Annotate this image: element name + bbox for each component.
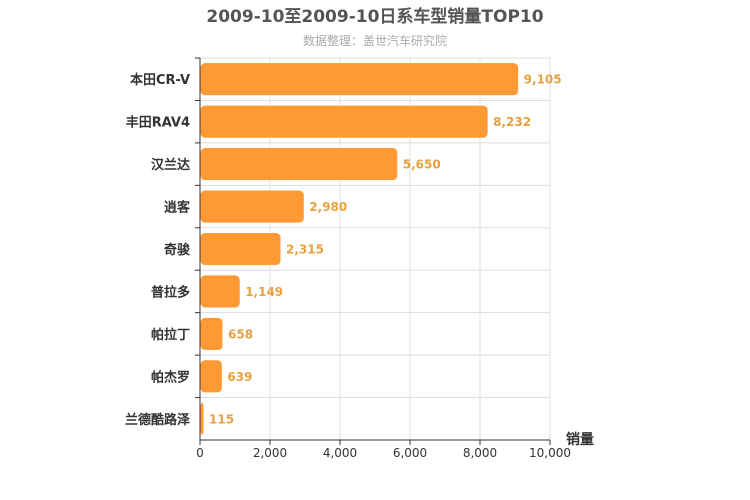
- category-label: 帕杰罗: [151, 369, 190, 385]
- value-label: 2,315: [286, 243, 324, 257]
- value-label: 639: [227, 370, 252, 384]
- x-tick-label: 2,000: [253, 446, 287, 460]
- grid: [200, 57, 551, 441]
- value-label: 9,105: [524, 73, 562, 87]
- category-label: 帕拉丁: [151, 327, 190, 343]
- category-label: 汉兰达: [151, 157, 190, 173]
- bar: [199, 316, 224, 351]
- x-tick-label: 0: [196, 446, 204, 460]
- bar: [199, 147, 399, 182]
- chart-title: 2009-10至2009-10日系车型销量TOP10: [206, 6, 543, 27]
- value-label: 5,650: [403, 158, 441, 172]
- bar: [199, 231, 282, 267]
- category-label: 本田CR-V: [130, 72, 190, 88]
- value-label: 8,232: [493, 115, 531, 129]
- chart-subtitle: 数据整理：盖世汽车研究院: [303, 33, 447, 48]
- value-labels: 9,105 8,232 5,650 2,980 2,315 1,149 658 639 115: [209, 73, 562, 427]
- bar: [199, 359, 223, 394]
- bar: [199, 62, 520, 97]
- bar: [199, 401, 205, 436]
- x-axis-title: 销量: [566, 431, 594, 448]
- bar: [199, 104, 489, 139]
- x-tick-labels: 0 2,000 4,000 6,000 8,000 10,000: [196, 446, 571, 460]
- x-tick-label: 4,000: [323, 446, 357, 460]
- category-label: 普拉多: [151, 284, 190, 300]
- category-label: 逍客: [164, 200, 191, 216]
- value-label: 2,980: [309, 200, 347, 214]
- value-label: 1,149: [245, 285, 283, 299]
- x-tick-label: 6,000: [393, 446, 427, 460]
- x-tick-label: 10,000: [529, 446, 571, 460]
- bar: [199, 189, 305, 224]
- value-label: 658: [228, 327, 253, 341]
- x-tick-label: 8,000: [463, 446, 497, 460]
- value-label: 115: [209, 412, 234, 426]
- axes: [195, 57, 551, 445]
- category-label: 兰德酷路泽: [125, 412, 191, 428]
- category-label: 丰田RAV4: [126, 115, 190, 131]
- bar: [199, 274, 241, 309]
- category-label: 奇骏: [164, 242, 191, 258]
